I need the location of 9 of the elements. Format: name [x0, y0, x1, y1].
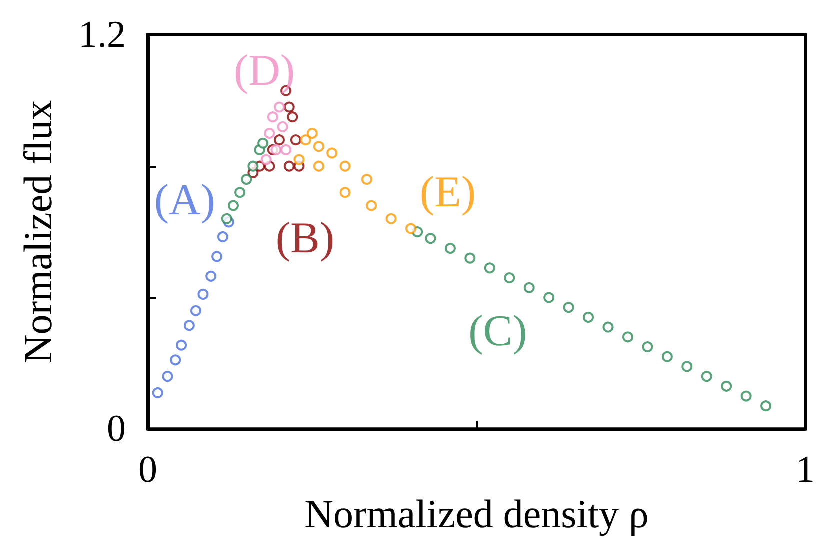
y-axis-title: Normalized flux: [16, 100, 60, 364]
x-axis-title: Normalized density ρ: [304, 492, 649, 536]
y-tick-label: 1.2: [78, 14, 126, 56]
series-label: (D): [234, 46, 296, 95]
series-label: (E): [420, 167, 476, 216]
x-tick-label: 1: [796, 449, 815, 492]
series-label: (A): [154, 176, 216, 225]
series-label: (B): [276, 213, 335, 262]
series-label: (C): [468, 306, 528, 356]
